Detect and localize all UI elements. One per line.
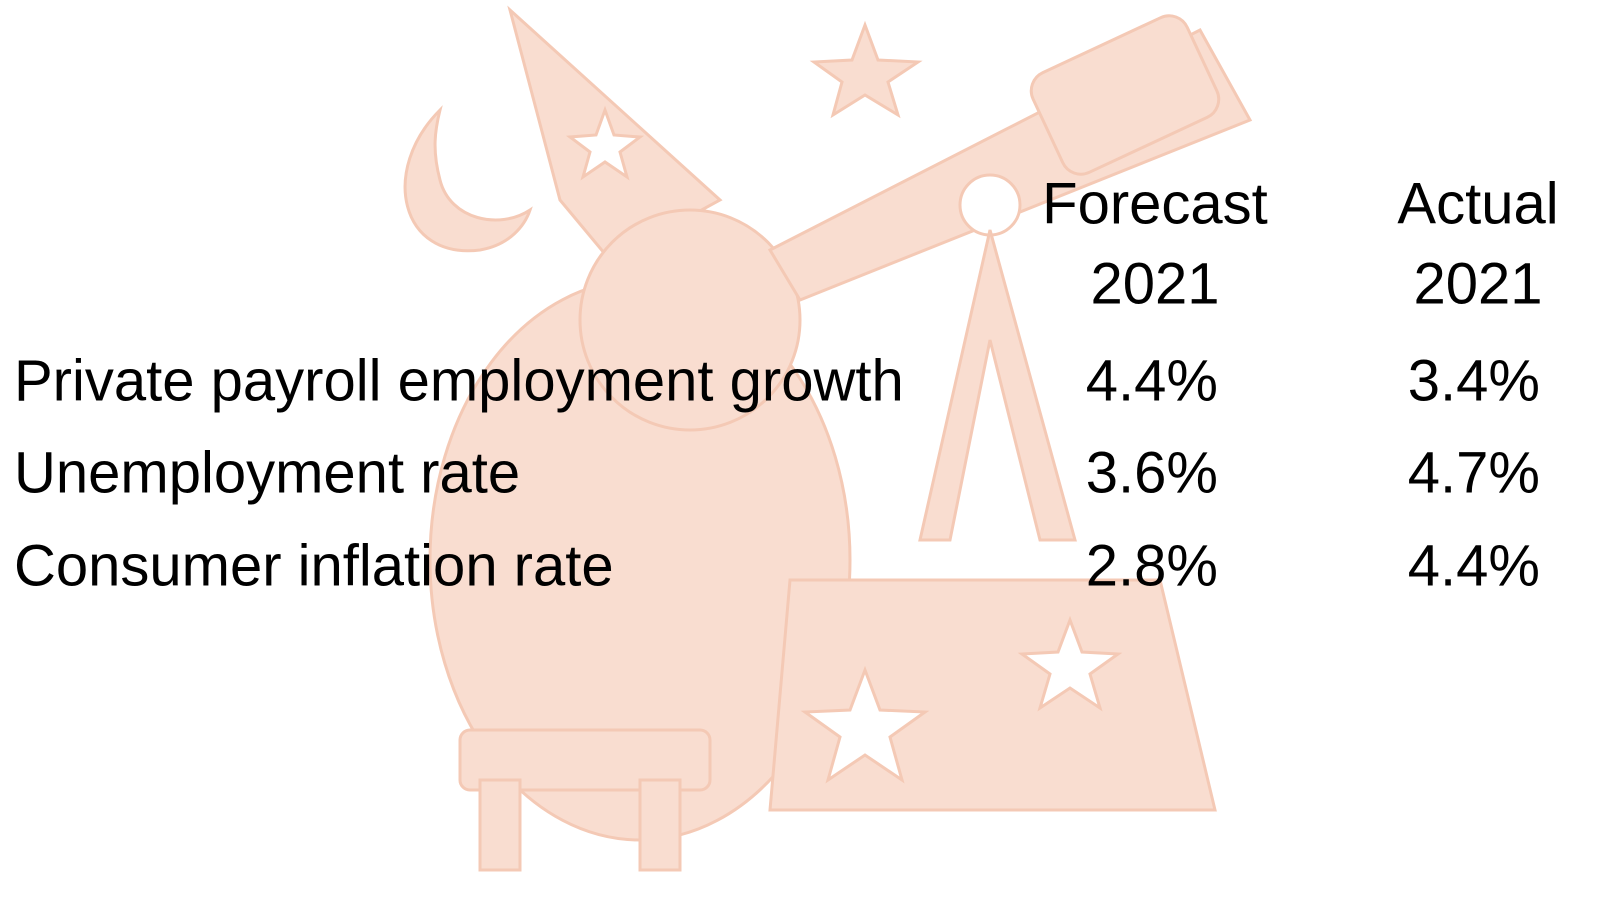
cell-value: 4.4% [1408,533,1540,598]
stool [458,728,712,792]
column-header: 2021 [1090,251,1219,316]
telescope-mount [958,173,1022,237]
row-label: Private payroll employment growth [14,348,904,413]
table-body: Private payroll employment growth 4.4% 3.4… [14,348,1540,598]
head [578,208,802,432]
stool-leg [638,778,682,872]
cell-value: 2.8% [1086,533,1218,598]
column-header: Actual [1397,171,1558,236]
cell-value: 4.4% [1086,348,1218,413]
tripod [918,229,1077,542]
row-label: Consumer inflation rate [14,533,614,598]
wizard-illustration [403,5,1253,872]
stool-leg [478,778,522,872]
row-label: Unemployment rate [14,440,520,505]
moon [403,105,533,253]
hat-star [565,105,645,181]
column-header: 2021 [1413,251,1542,316]
telescope-tube [1029,14,1221,176]
cell-value: 4.7% [1408,440,1540,505]
cell-value: 3.6% [1086,440,1218,505]
star [809,20,923,119]
column-header: Forecast [1042,171,1268,236]
table-star [800,665,930,784]
table-star [1017,615,1123,712]
cell-value: 3.4% [1408,348,1540,413]
